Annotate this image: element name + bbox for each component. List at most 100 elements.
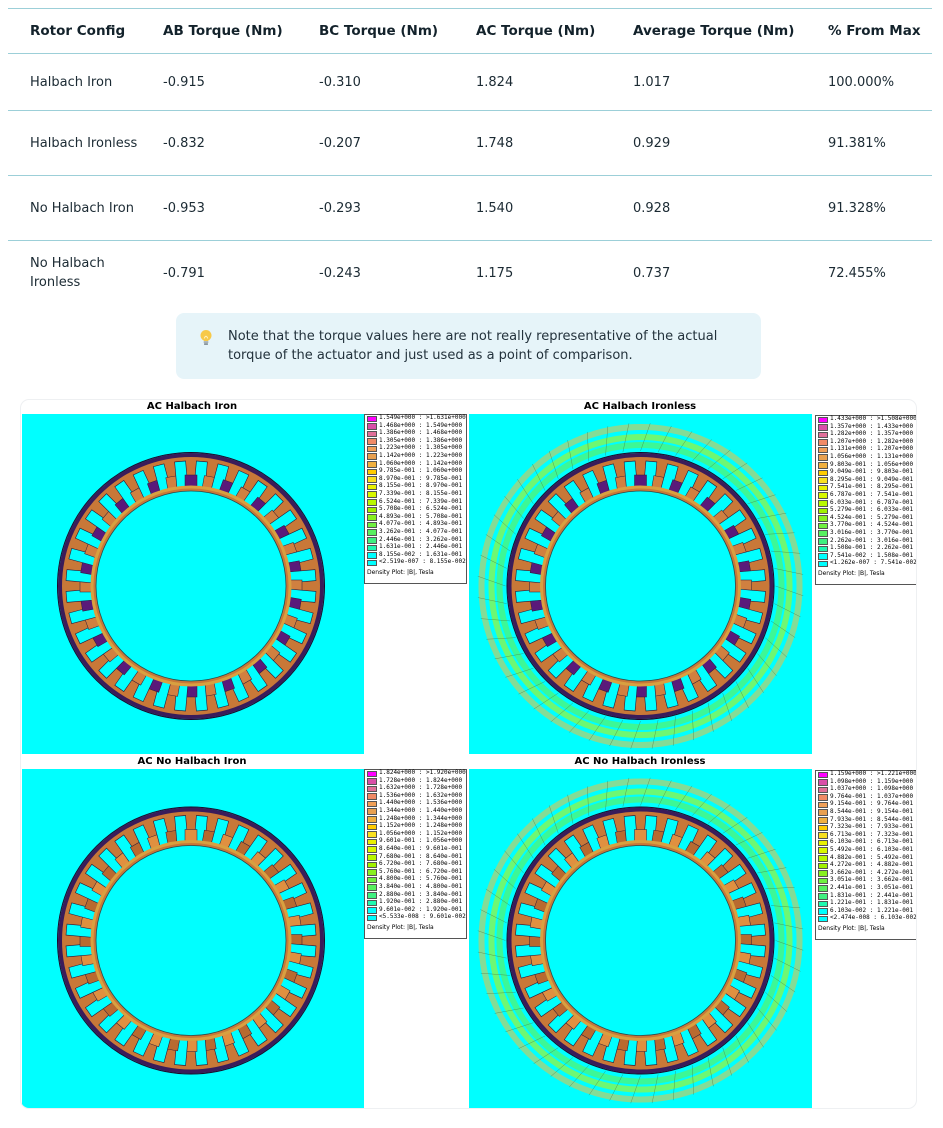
legend-range-label: 6.103e-001 : 6.713e-001 [830, 838, 914, 846]
legend-caption: Density Plot: |B|, Tesla [818, 569, 885, 577]
legend-row: <2.474e-008 : 6.103e-002 [816, 914, 916, 923]
legend-range-label: 3.262e-001 : 4.077e-001 [379, 527, 463, 535]
legend-swatch [818, 817, 828, 824]
panel-ac-halbach-ironless: AC Halbach Ironless 1.433e+000 : >1.508e… [469, 400, 916, 755]
legend-range-label: 8.544e-001 : 9.154e-001 [830, 807, 914, 815]
legend-range-label: <2.474e-008 : 6.103e-002 [830, 914, 916, 922]
legend-range-label: 1.508e-001 : 2.262e-001 [830, 544, 914, 552]
legend-row: 1.098e+000 : 1.159e+000 [816, 778, 916, 787]
legend-range-label: 2.441e-001 : 3.051e-001 [830, 883, 914, 891]
legend-row: 2.441e-001 : 3.051e-001 [816, 883, 916, 893]
legend-swatch [367, 914, 377, 922]
legend-swatch [818, 786, 828, 794]
legend-row: 4.893e-001 : 5.708e-001 [365, 513, 466, 522]
cell-average-torque: 0.737 [633, 265, 671, 281]
legend-swatch [818, 469, 828, 477]
density-plot [22, 414, 364, 754]
legend-row: 5.279e-001 : 6.033e-001 [816, 506, 916, 515]
legend-swatch [367, 476, 377, 483]
density-plot [22, 769, 364, 1108]
legend-swatch [367, 800, 377, 808]
motor-density-plot [57, 452, 325, 720]
legend-swatch [367, 861, 377, 869]
density-legend: 1.159e+000 : >1.221e+000 1.098e+000 : 1.1… [815, 770, 916, 940]
legend-range-label: 1.152e+000 : 1.248e+000 [379, 822, 463, 830]
legend-row: 9.764e-001 : 1.037e+000 [816, 793, 916, 802]
legend-row: 7.541e-002 : 1.508e-001 [816, 552, 916, 561]
legend-range-label: <2.519e-007 : 8.155e-002 [379, 558, 466, 566]
motor-density-plot [57, 806, 325, 1075]
legend-swatch [367, 537, 377, 544]
legend-swatch [367, 892, 377, 899]
legend-swatch [818, 801, 828, 809]
legend-swatch [367, 506, 377, 514]
legend-row: 2.262e-001 : 3.016e-001 [816, 537, 916, 546]
legend-row: 9.803e-001 : 1.056e+000 [816, 461, 916, 470]
legend-row: 1.549e+000 : >1.631e+000 [365, 414, 466, 423]
legend-range-label: 8.640e-001 : 9.601e-001 [379, 844, 463, 852]
legend-range-label: 1.386e+000 : 1.468e+000 [379, 429, 463, 437]
legend-range-label: 9.049e-001 : 9.803e-001 [830, 468, 914, 476]
legend-swatch [367, 468, 377, 476]
legend-swatch [818, 915, 828, 923]
table-header-row: Rotor Config AB Torque (Nm) BC Torque (N… [8, 8, 932, 54]
table-row: Halbach Iron -0.915 -0.310 1.824 1.017 1… [8, 54, 932, 111]
panel-title: AC No Halbach Ironless [574, 756, 706, 767]
legend-range-label: 1.440e+000 : 1.536e+000 [379, 799, 463, 807]
panel-title: AC Halbach Iron [146, 401, 238, 412]
legend-swatch [367, 544, 377, 552]
legend-swatch [818, 446, 828, 454]
legend-swatch [818, 847, 828, 855]
legend-range-label: 1.920e-001 : 2.880e-001 [379, 898, 463, 906]
table-row: No Halbach Ironless -0.791 -0.243 1.175 … [8, 241, 932, 305]
legend-row: 9.601e-002 : 1.920e-001 [365, 906, 466, 915]
header-average-torque: Average Torque (Nm) [633, 22, 795, 39]
cell-average-torque: 1.017 [633, 74, 671, 90]
legend-range-label: 1.223e+000 : 1.305e+000 [379, 444, 463, 452]
legend-row: 1.221e-001 : 1.831e-001 [816, 899, 916, 908]
cell-percent-from-max: 91.381% [828, 135, 886, 151]
legend-swatch [367, 884, 377, 891]
legend-row: 8.640e-001 : 9.601e-001 [365, 844, 466, 854]
legend-swatch [367, 483, 377, 491]
legend-range-label: 4.882e-001 : 5.492e-001 [830, 853, 914, 861]
legend-range-label: 8.155e-001 : 8.970e-001 [379, 482, 463, 490]
legend-swatch [367, 491, 377, 499]
legend-row: 6.787e-001 : 7.541e-001 [816, 491, 916, 500]
legend-row: 1.159e+000 : >1.221e+000 [816, 770, 916, 779]
legend-swatch [818, 492, 828, 500]
legend-row: 1.056e+000 : 1.152e+000 [365, 830, 466, 839]
cell-ab-torque: -0.953 [163, 200, 205, 216]
legend-range-label: 1.056e+000 : 1.131e+000 [830, 452, 914, 460]
legend-range-label: 6.103e-002 : 1.221e-001 [830, 906, 914, 914]
legend-swatch [818, 877, 828, 885]
header-rotor-config: Rotor Config [30, 22, 126, 39]
legend-row: 3.770e-001 : 4.524e-001 [816, 521, 916, 530]
legend-row: 1.282e+000 : 1.357e+000 [816, 430, 916, 439]
legend-range-label: 7.339e-001 : 8.155e-001 [379, 489, 463, 497]
legend-swatch [818, 553, 828, 560]
legend-row: 9.154e-001 : 9.764e-001 [816, 800, 916, 809]
legend-swatch [818, 424, 828, 431]
legend-range-label: 1.159e+000 : >1.221e+000 [830, 770, 916, 777]
legend-swatch [367, 445, 377, 453]
legend-swatch [367, 778, 377, 785]
legend-range-label: 1.357e+000 : 1.433e+000 [830, 422, 914, 430]
legend-swatch [818, 522, 828, 530]
legend-swatch [818, 855, 828, 862]
cell-rotor-config: Halbach Iron [30, 74, 113, 90]
lightbulb-icon [200, 330, 212, 345]
note-callout: Note that the torque values here are not… [176, 313, 761, 379]
legend-range-label: 7.933e-001 : 8.544e-001 [830, 815, 914, 823]
legend-swatch [818, 507, 828, 515]
cell-bc-torque: -0.293 [319, 200, 361, 216]
legend-row: 6.033e-001 : 6.787e-001 [816, 499, 916, 508]
legend-row: 7.323e-001 : 7.933e-001 [816, 823, 916, 832]
motor-geometry [477, 777, 804, 1104]
legend-range-label: 8.155e-002 : 1.631e-001 [379, 550, 463, 558]
legend-range-label: 5.279e-001 : 6.033e-001 [830, 506, 914, 514]
legend-swatch [367, 438, 377, 445]
legend-row: 1.131e+000 : 1.207e+000 [816, 445, 916, 454]
cell-ac-torque: 1.540 [476, 200, 514, 216]
legend-row: 1.440e+000 : 1.536e+000 [365, 799, 466, 808]
